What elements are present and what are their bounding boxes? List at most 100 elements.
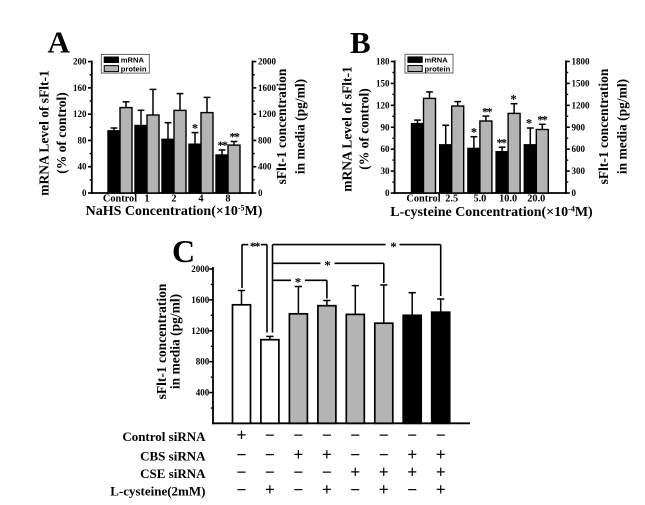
svg-text:−: − (265, 444, 275, 464)
svg-text:L-cysteine Concentration(×10-4: L-cysteine Concentration(×10-4M) (390, 205, 593, 221)
svg-text:*: * (390, 239, 397, 254)
svg-text:−: − (350, 444, 360, 464)
svg-text:**: ** (482, 104, 493, 118)
svg-text:*: * (526, 117, 532, 131)
svg-text:*: * (192, 121, 198, 135)
svg-text:2000: 2000 (191, 264, 210, 274)
svg-text:CBS siRNA: CBS siRNA (140, 448, 206, 463)
svg-text:*: * (471, 125, 477, 139)
svg-text:sFlt-1 concentration: sFlt-1 concentration (596, 68, 611, 184)
svg-text:*: * (324, 258, 331, 273)
svg-text:−: − (237, 479, 247, 499)
svg-text:2: 2 (171, 193, 176, 204)
svg-text:Control: Control (103, 193, 137, 204)
svg-text:mRNA: mRNA (425, 56, 449, 65)
svg-text:**: ** (218, 138, 229, 152)
svg-text:90: 90 (381, 122, 391, 132)
svg-text:*: * (295, 275, 302, 290)
svg-text:800: 800 (258, 135, 272, 145)
svg-text:+: + (436, 444, 446, 464)
svg-text:120: 120 (73, 109, 87, 119)
svg-text:−: − (407, 425, 417, 445)
svg-text:−: − (265, 462, 275, 482)
svg-text:+: + (322, 479, 332, 499)
svg-text:mRNA Level of sFlt-1: mRNA Level of sFlt-1 (339, 66, 354, 192)
svg-text:+: + (237, 425, 247, 445)
svg-text:−: − (379, 425, 389, 445)
svg-text:10.0: 10.0 (499, 193, 517, 204)
svg-text:*: * (510, 92, 516, 106)
svg-text:mRNA: mRNA (121, 56, 145, 65)
svg-text:+: + (436, 479, 446, 499)
svg-text:1500: 1500 (572, 78, 591, 88)
svg-text:−: − (237, 444, 247, 464)
svg-text:60: 60 (381, 144, 391, 154)
svg-text:20.0: 20.0 (527, 193, 545, 204)
svg-text:−: − (350, 479, 360, 499)
svg-text:NaHS Concentration(×10-5M): NaHS Concentration(×10-5M) (86, 204, 263, 220)
svg-text:8: 8 (225, 193, 230, 204)
svg-text:30: 30 (381, 166, 391, 176)
svg-text:1200: 1200 (191, 326, 210, 336)
svg-text:160: 160 (73, 83, 87, 93)
svg-text:−: − (293, 462, 303, 482)
svg-text:+: + (379, 462, 389, 482)
svg-text:+: + (407, 444, 417, 464)
svg-text:400: 400 (196, 388, 210, 398)
svg-text:−: − (350, 425, 360, 445)
svg-text:L-cysteine(2mM): L-cysteine(2mM) (110, 483, 205, 498)
svg-text:180: 180 (376, 57, 390, 67)
svg-text:800: 800 (196, 357, 210, 367)
svg-text:−: − (379, 444, 389, 464)
svg-text:200: 200 (73, 57, 87, 67)
svg-text:+: + (407, 462, 417, 482)
svg-text:+: + (293, 444, 303, 464)
svg-text:−: − (407, 479, 417, 499)
svg-text:+: + (322, 444, 332, 464)
svg-text:−: − (293, 425, 303, 445)
svg-text:5.0: 5.0 (473, 193, 486, 204)
svg-text:**: ** (497, 135, 508, 149)
svg-text:300: 300 (572, 166, 586, 176)
svg-text:2.5: 2.5 (445, 193, 458, 204)
svg-text:4: 4 (198, 193, 203, 204)
svg-text:400: 400 (258, 162, 272, 172)
svg-text:80: 80 (78, 135, 88, 145)
svg-text:+: + (436, 462, 446, 482)
svg-text:0: 0 (258, 188, 263, 198)
svg-text:1: 1 (144, 193, 149, 204)
svg-text:**: ** (250, 239, 261, 253)
svg-text:−: − (322, 462, 332, 482)
svg-text:(% of control): (% of control) (54, 92, 69, 173)
svg-text:+: + (265, 479, 275, 499)
svg-text:+: + (379, 479, 389, 499)
svg-text:+: + (350, 462, 360, 482)
svg-text:A: A (48, 25, 71, 60)
svg-text:sFlt-1 concentration: sFlt-1 concentration (154, 283, 169, 399)
svg-text:1200: 1200 (258, 109, 277, 119)
svg-text:sFlt-1 concentration: sFlt-1 concentration (274, 68, 289, 184)
svg-text:0: 0 (82, 188, 87, 198)
svg-text:0: 0 (572, 188, 577, 198)
svg-text:1600: 1600 (191, 295, 210, 305)
svg-text:−: − (322, 425, 332, 445)
svg-text:−: − (293, 479, 303, 499)
svg-text:40: 40 (78, 162, 88, 172)
svg-text:in media (pg/ml): in media (pg/ml) (615, 79, 630, 174)
svg-text:CSE siRNA: CSE siRNA (140, 466, 206, 481)
svg-text:B: B (350, 25, 371, 60)
svg-text:900: 900 (572, 122, 586, 132)
svg-text:−: − (436, 425, 446, 445)
svg-text:in media (pg/ml): in media (pg/ml) (168, 294, 183, 389)
svg-text:protein: protein (121, 64, 147, 73)
svg-text:Control siRNA: Control siRNA (122, 429, 206, 444)
svg-text:1800: 1800 (572, 57, 591, 67)
svg-text:150: 150 (376, 78, 390, 88)
svg-text:1600: 1600 (258, 83, 277, 93)
svg-text:in media (pg/ml): in media (pg/ml) (293, 79, 308, 174)
svg-text:−: − (237, 462, 247, 482)
svg-text:mRNA Level of sFlt-1: mRNA Level of sFlt-1 (37, 70, 52, 196)
svg-text:Control: Control (406, 193, 440, 204)
svg-text:2000: 2000 (258, 57, 277, 67)
svg-text:protein: protein (425, 64, 451, 73)
